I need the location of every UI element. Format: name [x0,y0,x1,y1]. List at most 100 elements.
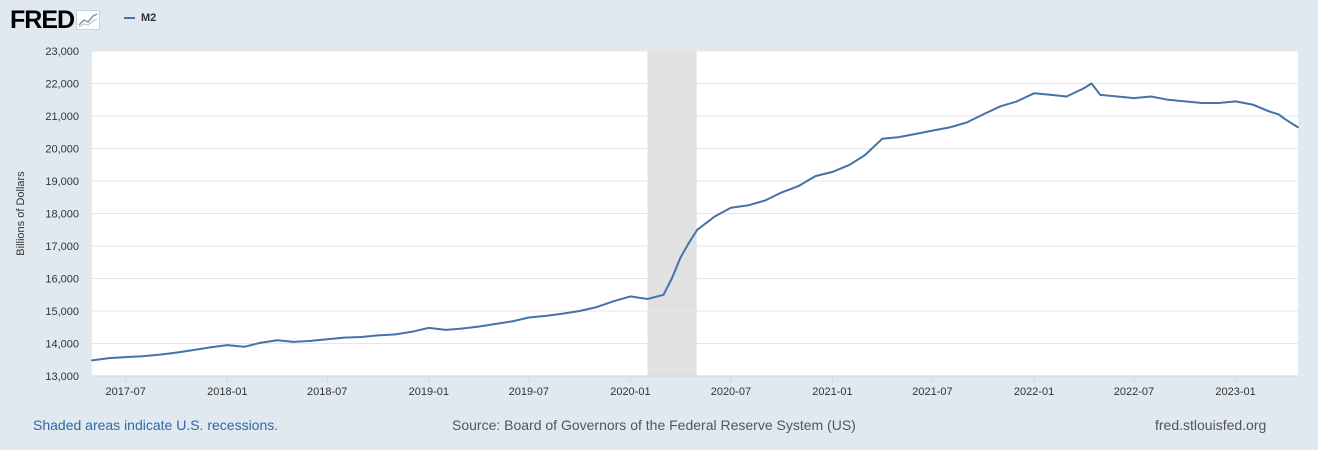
y-tick-label: 20,000 [45,144,79,156]
source-text: Source: Board of Governors of the Federa… [452,417,856,433]
data-point [394,333,397,336]
x-axis-ticks: 2017-07 2018-01 2018-07 2019-01 2019-07 2020-… [105,376,1256,398]
data-point [1277,113,1280,116]
x-tick-label: 2022-07 [1114,386,1154,398]
data-point [1217,102,1220,104]
data-point [192,349,195,351]
data-point [670,277,673,280]
data-point [1033,92,1035,95]
data-point [662,293,665,296]
x-tick-label: 2023-01 [1215,386,1255,398]
x-tick-label: 2018-07 [307,386,347,398]
x-tick-label: 2020-01 [610,386,650,398]
x-tick-label: 2020-07 [711,386,751,398]
y-tick-label: 17,000 [45,241,79,253]
header: FRED [10,6,101,34]
data-point [1099,93,1102,96]
data-point [445,328,447,331]
y-axis-label: Billions of Dollars [15,171,27,256]
data-point [124,356,127,359]
data-point [1065,95,1068,98]
data-point [797,184,800,187]
site-link[interactable]: fred.stlouisfed.org [1155,417,1267,433]
data-point [814,175,817,178]
data-point [1297,126,1299,129]
chart[interactable]: 13,000 14,000 15,000 16,000 17,000 18,000 19,0… [0,0,1318,410]
data-point [511,320,514,323]
x-tick-label: 2019-01 [409,386,449,398]
data-point [243,345,246,348]
y-axis-ticks: 13,000 14,000 15,000 16,000 17,000 18,000 19,0… [45,46,79,383]
data-point [1133,97,1135,100]
data-point [141,355,144,358]
data-point [477,325,480,328]
data-point [848,163,851,166]
data-point [1284,118,1287,121]
data-point [545,314,547,317]
data-point [343,336,346,339]
y-tick-label: 23,000 [45,46,79,58]
data-point [831,171,834,173]
data-point [527,316,530,319]
data-point [309,340,312,342]
x-tick-label: 2017-07 [105,386,145,398]
data-point [881,137,884,140]
data-point [1116,95,1119,98]
data-point [1183,100,1186,103]
legend: M2 [124,12,156,24]
y-tick-label: 18,000 [45,209,79,221]
data-point [1234,100,1237,103]
data-point [931,129,934,132]
data-point [276,339,278,342]
data-point [679,256,682,259]
data-point [460,327,463,330]
data-point [629,295,632,298]
data-point [780,191,783,194]
data-point [578,310,581,312]
data-point [410,330,413,333]
y-tick-label: 14,000 [45,339,79,351]
data-point [595,306,598,308]
data-point [1050,93,1053,96]
x-tick-label: 2021-01 [812,386,852,398]
recession-note-link[interactable]: Shaded areas indicate U.S. recessions. [33,417,279,433]
data-point [764,199,767,202]
data-point [914,132,917,135]
series-layer [91,82,1299,362]
legend-swatch [124,17,135,19]
data-point [948,126,951,129]
data-point [209,346,212,349]
x-tick-label: 2019-07 [509,386,549,398]
data-point [688,241,690,244]
data-point [747,204,749,207]
fred-chart-icon [76,10,101,30]
data-point [1251,103,1254,106]
data-point [175,351,178,354]
data-point [360,336,363,338]
x-tick-label: 2018-01 [207,386,247,398]
data-point [646,298,649,300]
data-point [1082,87,1085,90]
y-tick-label: 19,000 [45,176,79,188]
x-tick-label: 2021-07 [912,386,952,398]
data-point [897,136,900,139]
data-point [982,113,985,116]
y-tick-label: 16,000 [45,274,79,286]
data-point [292,340,295,343]
data-point [612,300,615,303]
legend-label-m2: M2 [141,12,157,24]
data-point [713,215,716,218]
y-tick-label: 21,000 [45,111,79,123]
data-point [494,323,497,325]
data-point [108,357,111,360]
y-tick-label: 13,000 [45,371,79,383]
data-point [1201,102,1203,104]
fred-logo[interactable]: FRED [10,6,75,34]
y-tick-label: 22,000 [45,79,79,91]
data-point [91,359,93,362]
data-point [159,353,161,356]
data-point [696,228,699,231]
x-tick-label: 2022-01 [1014,386,1054,398]
data-point [427,327,430,329]
data-point [1267,110,1270,113]
